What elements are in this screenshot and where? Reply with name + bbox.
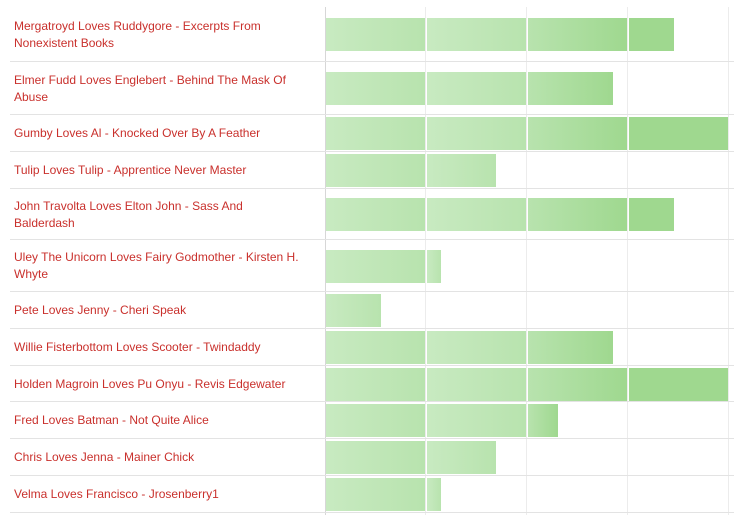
category-label[interactable]: Tulip Loves Tulip - Apprentice Never Mas… — [14, 163, 247, 177]
bar-segment — [629, 198, 674, 231]
bar — [326, 250, 443, 283]
table-row — [10, 476, 734, 513]
bar — [326, 154, 498, 187]
table-row — [10, 7, 734, 62]
bar-segment — [427, 72, 526, 105]
bar-segment — [427, 198, 526, 231]
bar-segment — [326, 368, 425, 401]
bar-segment — [326, 250, 425, 283]
bar-segment — [326, 198, 425, 231]
category-label[interactable]: Pete Loves Jenny - Cheri Speak — [14, 303, 187, 317]
bar — [326, 198, 676, 231]
bar-segment — [528, 117, 627, 150]
category-label[interactable]: Chris Loves Jenna - Mainer Chick — [14, 450, 195, 464]
bar-segment — [528, 404, 558, 437]
bar-segment — [528, 18, 627, 51]
bar — [326, 294, 383, 327]
table-row — [10, 189, 734, 240]
bar-segment — [629, 117, 728, 150]
table-row — [10, 366, 734, 402]
bar — [326, 72, 615, 105]
category-label[interactable]: Fred Loves Batman - Not Quite Alice — [14, 413, 209, 427]
bar-segment — [326, 294, 381, 327]
bar-segment — [427, 368, 526, 401]
bar-segment — [528, 72, 613, 105]
category-label[interactable]: Velma Loves Francisco - Jrosenberry1 — [14, 487, 219, 501]
bar — [326, 478, 443, 511]
bar-segment — [528, 368, 627, 401]
bar-segment — [326, 18, 425, 51]
table-row — [10, 115, 734, 152]
bar-segment — [427, 404, 526, 437]
bar — [326, 18, 676, 51]
bar-segment — [427, 250, 441, 283]
table-row — [10, 292, 734, 329]
bar-segment — [528, 331, 613, 364]
bar-segment — [326, 441, 425, 474]
bar-segment — [427, 18, 526, 51]
bar-segment — [629, 18, 674, 51]
bar-segment — [427, 478, 441, 511]
category-label[interactable]: Willie Fisterbottom Loves Scooter - Twin… — [14, 340, 261, 354]
bar — [326, 117, 730, 150]
bar-segment — [528, 198, 627, 231]
category-label[interactable]: Mergatroyd Loves Ruddygore - Excerpts Fr… — [14, 19, 261, 50]
bar — [326, 441, 498, 474]
gridline — [627, 7, 628, 515]
bar-segment — [326, 331, 425, 364]
y-axis-line — [325, 7, 326, 515]
bar-segment — [326, 154, 425, 187]
bar-segment — [427, 441, 496, 474]
bar — [326, 331, 615, 364]
bar-segment — [326, 404, 425, 437]
table-row — [10, 329, 734, 366]
table-row — [10, 402, 734, 439]
category-label[interactable]: Uley The Unicorn Loves Fairy Godmother -… — [14, 250, 299, 281]
bar-segment — [427, 117, 526, 150]
bar-segment — [326, 117, 425, 150]
table-row — [10, 439, 734, 476]
bar — [326, 368, 730, 401]
bar-segment — [326, 72, 425, 105]
bar-segment — [427, 331, 526, 364]
gridline — [728, 7, 729, 515]
bar-segment — [427, 154, 496, 187]
bar-segment — [629, 368, 728, 401]
bar — [326, 404, 560, 437]
gridline — [425, 7, 426, 515]
category-label[interactable]: Holden Magroin Loves Pu Onyu - Revis Edg… — [14, 377, 286, 391]
category-label[interactable]: Gumby Loves Al - Knocked Over By A Feath… — [14, 126, 261, 140]
bar-segment — [326, 478, 425, 511]
category-label[interactable]: John Travolta Loves Elton John - Sass An… — [14, 199, 243, 230]
table-row — [10, 240, 734, 292]
table-row — [10, 152, 734, 189]
category-label[interactable]: Elmer Fudd Loves Englebert - Behind The … — [14, 73, 286, 104]
gridline — [526, 7, 527, 515]
table-row — [10, 62, 734, 115]
